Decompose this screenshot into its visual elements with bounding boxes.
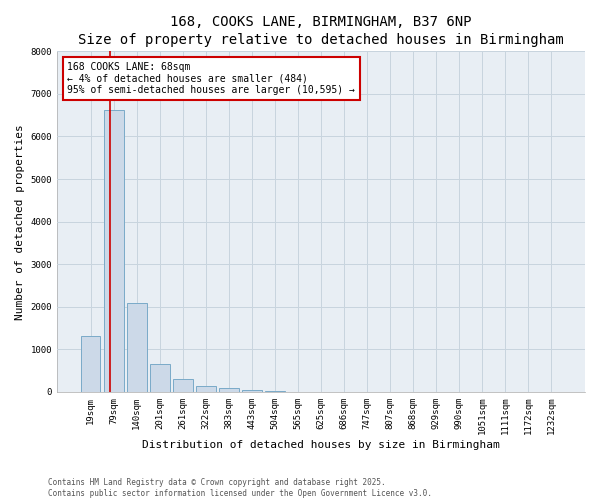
- Bar: [219, 388, 239, 392]
- Y-axis label: Number of detached properties: Number of detached properties: [15, 124, 25, 320]
- Bar: [104, 110, 124, 392]
- Text: 168 COOKS LANE: 68sqm
← 4% of detached houses are smaller (484)
95% of semi-deta: 168 COOKS LANE: 68sqm ← 4% of detached h…: [67, 62, 355, 95]
- Text: Contains HM Land Registry data © Crown copyright and database right 2025.
Contai: Contains HM Land Registry data © Crown c…: [48, 478, 432, 498]
- Bar: [173, 380, 193, 392]
- Bar: [81, 336, 100, 392]
- Bar: [196, 386, 215, 392]
- X-axis label: Distribution of detached houses by size in Birmingham: Distribution of detached houses by size …: [142, 440, 500, 450]
- Bar: [265, 391, 284, 392]
- Title: 168, COOKS LANE, BIRMINGHAM, B37 6NP
Size of property relative to detached house: 168, COOKS LANE, BIRMINGHAM, B37 6NP Siz…: [78, 15, 564, 48]
- Bar: [150, 364, 170, 392]
- Bar: [127, 303, 146, 392]
- Bar: [242, 390, 262, 392]
